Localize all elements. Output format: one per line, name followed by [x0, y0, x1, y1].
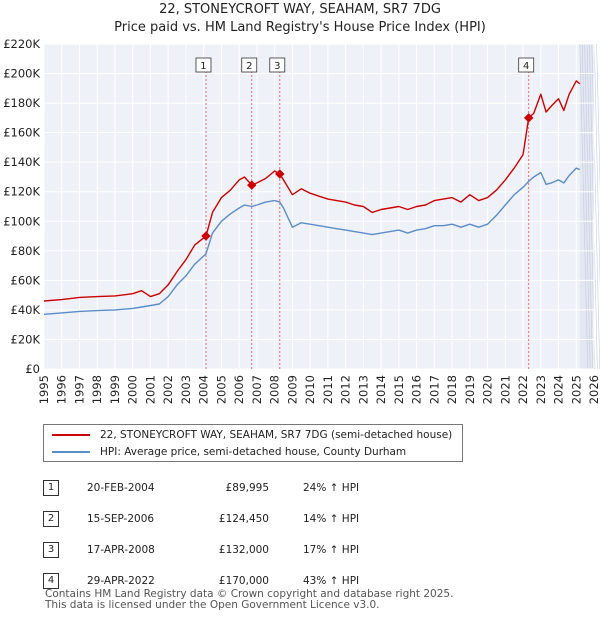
sale-annotation-label: 1 — [200, 61, 206, 72]
x-tick-label: 1996 — [55, 375, 69, 404]
y-tick-label: £40K — [11, 303, 41, 317]
chart-title-line2: Price paid vs. HM Land Registry's House … — [114, 20, 486, 35]
x-tick-label: 2024 — [552, 375, 566, 404]
forecast-hatch — [596, 43, 600, 195]
x-tick-label: 2010 — [303, 375, 317, 404]
legend-label-property: 22, STONEYCROFT WAY, SEAHAM, SR7 7DG (se… — [100, 429, 453, 441]
sale-hpi-change: 17% ↑ HPI — [303, 543, 360, 556]
sale-number-badge: 2 — [43, 510, 59, 527]
footer-line2: This data is licensed under the Open Gov… — [45, 599, 380, 611]
x-tick-label: 2002 — [161, 375, 175, 404]
x-tick-label: 2025 — [569, 375, 583, 404]
sale-price: £170,000 — [218, 574, 269, 587]
x-tick-label: 2021 — [498, 375, 512, 404]
forecast-hatch — [579, 43, 589, 370]
x-tick-label: 2005 — [214, 375, 228, 404]
forecast-hatch — [589, 43, 598, 370]
sale-date: 15-SEP-2006 — [87, 512, 155, 525]
x-tick-label: 1995 — [37, 375, 51, 404]
sale-point-marker — [524, 113, 534, 123]
sale-date: 29-APR-2022 — [87, 574, 155, 587]
y-tick-label: £80K — [11, 244, 41, 258]
sale-price: £89,995 — [225, 481, 269, 494]
x-tick-label: 2009 — [285, 375, 299, 404]
legend-swatch-property — [52, 434, 90, 436]
forecast-hatch — [584, 43, 593, 370]
sales-row: 4 29-APR-2022 £170,000 43% ↑ HPI — [43, 565, 413, 596]
sale-hpi-change: 14% ↑ HPI — [303, 512, 360, 525]
footer-attribution: Contains HM Land Registry data © Crown c… — [45, 589, 453, 611]
chart-title-line1: 22, STONEYCROFT WAY, SEAHAM, SR7 7DG — [159, 2, 441, 17]
sale-annotation-box — [269, 57, 286, 73]
x-tick-label: 1998 — [90, 375, 104, 404]
y-tick-label: £20K — [11, 332, 41, 346]
sale-annotation-box — [241, 57, 258, 73]
sale-number-badge: 3 — [43, 541, 59, 558]
x-tick-label: 2026 — [587, 375, 600, 404]
sale-annotation-label: 3 — [274, 61, 280, 72]
x-tick-label: 1997 — [72, 375, 86, 404]
chart-legend: 22, STONEYCROFT WAY, SEAHAM, SR7 7DG (se… — [43, 424, 463, 462]
forecast-hatch — [581, 43, 591, 370]
x-tick-label: 2011 — [321, 375, 335, 404]
sales-table: 1 20-FEB-2004 £89,995 24% ↑ HPI 2 15-SEP… — [43, 472, 413, 596]
sale-price: £124,450 — [218, 512, 269, 525]
x-tick-label: 2017 — [427, 375, 441, 404]
sales-row: 2 15-SEP-2006 £124,450 14% ↑ HPI — [43, 503, 413, 534]
hpi-series-line — [43, 167, 581, 315]
x-tick-label: 1999 — [108, 375, 122, 404]
x-tick-label: 2022 — [516, 375, 530, 404]
footer-line1: Contains HM Land Registry data © Crown c… — [45, 588, 454, 600]
sale-number-badge: 4 — [43, 572, 59, 589]
sales-row: 3 17-APR-2008 £132,000 17% ↑ HPI — [43, 534, 413, 565]
y-tick-label: £180K — [3, 96, 40, 110]
sale-hpi-change: 43% ↑ HPI — [303, 574, 360, 587]
x-tick-label: 2000 — [126, 375, 140, 404]
sale-annotation-box — [518, 57, 535, 73]
y-tick-label: £120K — [3, 185, 40, 199]
x-tick-label: 2023 — [534, 375, 548, 404]
sale-number-badge: 1 — [43, 479, 59, 496]
y-tick-label: £200K — [3, 67, 40, 81]
x-tick-label: 2019 — [463, 375, 477, 404]
x-tick-label: 2007 — [250, 375, 264, 404]
forecast-hatch — [591, 43, 600, 370]
sale-date: 17-APR-2008 — [87, 543, 155, 556]
sale-point-marker — [275, 169, 285, 179]
y-tick-label: £0 — [25, 362, 40, 376]
x-tick-label: 2015 — [392, 375, 406, 404]
x-tick-label: 2013 — [356, 375, 370, 404]
x-tick-label: 2014 — [374, 375, 388, 404]
x-tick-label: 2020 — [481, 375, 495, 404]
property-series-line — [43, 80, 581, 302]
x-tick-label: 2001 — [143, 375, 157, 404]
y-tick-label: £160K — [3, 126, 40, 140]
x-tick-label: 2012 — [339, 375, 353, 404]
y-tick-label: £140K — [3, 155, 40, 169]
sale-date: 20-FEB-2004 — [87, 481, 155, 494]
x-tick-label: 2003 — [179, 375, 193, 404]
sale-annotation-label: 2 — [246, 61, 252, 72]
sale-annotation-box — [195, 57, 212, 73]
legend-swatch-hpi — [52, 451, 90, 453]
x-tick-label: 2006 — [232, 375, 246, 404]
x-tick-label: 2016 — [410, 375, 424, 404]
plot-area — [44, 44, 594, 369]
forecast-hatch — [593, 43, 600, 292]
sale-point-marker — [247, 180, 257, 190]
y-tick-label: £100K — [3, 214, 40, 228]
price-chart: £0 £20K £40K £60K £80K £100K £120K £140K £160K £1… — [3, 37, 600, 404]
sale-annotation-label: 4 — [523, 61, 529, 72]
x-tick-label: 2004 — [197, 375, 211, 404]
x-tick-label: 2008 — [268, 375, 282, 404]
sales-row: 1 20-FEB-2004 £89,995 24% ↑ HPI — [43, 472, 413, 503]
sale-hpi-change: 24% ↑ HPI — [303, 481, 360, 494]
y-tick-label: £60K — [11, 273, 41, 287]
legend-label-hpi: HPI: Average price, semi-detached house,… — [100, 446, 407, 458]
sale-price: £132,000 — [218, 543, 269, 556]
y-tick-label: £220K — [3, 37, 40, 51]
sale-point-marker — [201, 231, 211, 241]
x-tick-label: 2018 — [445, 375, 459, 404]
